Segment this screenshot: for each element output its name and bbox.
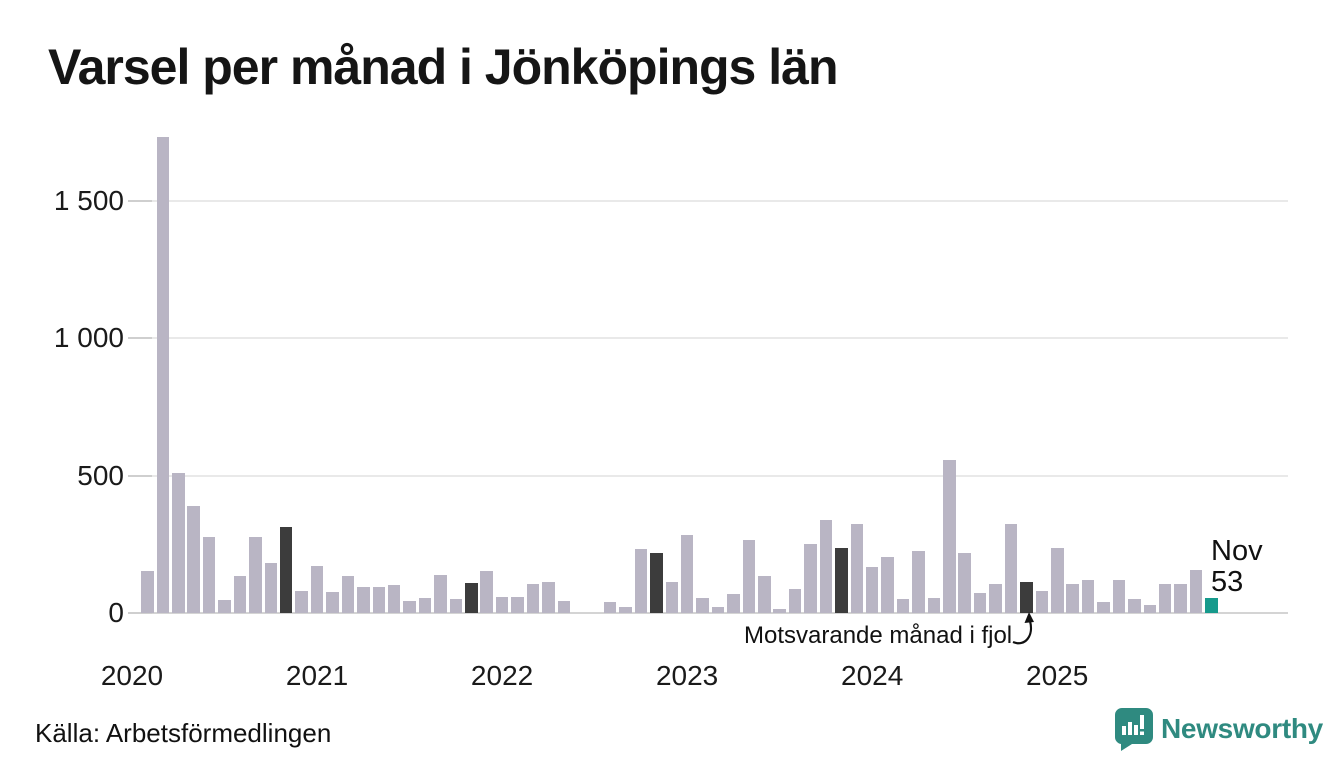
bar-2021-01 xyxy=(310,566,324,613)
brand-logo[interactable]: Newsworthy xyxy=(1113,706,1323,752)
bar-2025-06 xyxy=(1128,599,1141,613)
gridline-500 xyxy=(133,474,1288,477)
x-axis-label-2022: 2022 xyxy=(470,660,534,691)
bar-2022-03 xyxy=(526,584,540,613)
bar-2022-12 xyxy=(665,582,678,613)
bar-2023-01 xyxy=(680,535,694,613)
bar-2021-06 xyxy=(387,585,401,613)
bar-2023-07 xyxy=(773,609,786,613)
bar-2023-05 xyxy=(742,540,755,613)
current-point-label: Nov 53 xyxy=(1211,536,1263,598)
bar-2020-05 xyxy=(187,506,200,613)
y-axis-label: 1 500 xyxy=(53,184,124,216)
bar-2025-01 xyxy=(1051,548,1064,613)
bar-2025-05 xyxy=(1112,580,1126,613)
bar-2020-06 xyxy=(202,537,216,613)
x-axis-label-2024: 2024 xyxy=(841,660,904,691)
bar-2021-11 xyxy=(465,583,478,613)
gridline-1000 xyxy=(133,337,1288,339)
bar-2020-04 xyxy=(172,473,185,613)
bar-2023-04 xyxy=(727,594,740,613)
y-axis-label: 0 xyxy=(108,597,124,628)
bar-2022-11 xyxy=(650,553,663,613)
bar-2020-03 xyxy=(156,137,170,613)
current-point-value: 53 xyxy=(1211,566,1244,598)
bar-2022-02 xyxy=(511,597,524,613)
bar-2020-12 xyxy=(295,591,308,613)
gridline-1500 xyxy=(133,199,1288,202)
bar-2022-08 xyxy=(603,602,617,613)
bar-2025-02 xyxy=(1066,584,1079,613)
x-axis-label-2020: 2020 xyxy=(100,660,164,691)
bar-2025-04 xyxy=(1097,602,1110,613)
gridline-0 xyxy=(133,612,1288,614)
bar-2021-03 xyxy=(341,576,355,613)
bar-2022-10 xyxy=(634,549,648,613)
bar-2021-04 xyxy=(357,587,370,613)
bar-2025-03 xyxy=(1081,580,1095,613)
bar-2022-09 xyxy=(619,607,632,613)
y-axis-tick xyxy=(128,474,152,477)
bar-2024-03 xyxy=(896,599,910,613)
bar-2023-06 xyxy=(758,576,771,613)
brand-name: Newsworthy xyxy=(1161,713,1323,744)
bar-2022-04 xyxy=(542,582,555,613)
bar-2024-10 xyxy=(1004,524,1018,613)
bar-2023-10 xyxy=(819,520,833,613)
bar-2025-10 xyxy=(1189,570,1203,613)
speech-bubble-bar-chart-icon xyxy=(1114,708,1153,751)
y-axis-tick xyxy=(128,337,152,339)
bar-2022-05 xyxy=(557,601,570,613)
y-axis-tick xyxy=(128,199,152,202)
bar-2025-09 xyxy=(1174,584,1187,613)
bar-2020-09 xyxy=(249,537,262,613)
bar-2021-12 xyxy=(480,571,493,613)
bar-2021-07 xyxy=(403,601,416,613)
annotation-same-month-last-year: Motsvarande månad i fjol xyxy=(744,622,1013,649)
bar-2024-08 xyxy=(973,593,987,613)
bar-2020-07 xyxy=(218,600,231,613)
bar-2021-02 xyxy=(326,592,339,613)
y-axis-tick xyxy=(128,612,152,614)
bar-2024-04 xyxy=(912,551,925,613)
bar-2023-03 xyxy=(711,607,725,613)
source-note: Källa: Arbetsförmedlingen xyxy=(35,718,332,748)
bar-2021-05 xyxy=(372,587,385,613)
bar-2024-05 xyxy=(927,598,941,613)
bar-2024-06 xyxy=(943,460,956,613)
bar-2024-11 xyxy=(1020,582,1033,613)
x-axis-label-2025: 2025 xyxy=(1026,660,1089,691)
bar-2025-07 xyxy=(1143,605,1156,613)
bar-2023-11 xyxy=(835,548,848,613)
bar-2024-12 xyxy=(1035,591,1048,613)
x-axis-label-2021: 2021 xyxy=(285,660,349,691)
bar-2025-11 xyxy=(1205,598,1218,613)
bar-2020-08 xyxy=(233,576,247,613)
y-axis-label: 500 xyxy=(77,459,124,491)
bar-2024-07 xyxy=(958,553,971,613)
bar-2024-01 xyxy=(865,567,879,613)
bar-2024-02 xyxy=(881,557,894,613)
bar-2020-10 xyxy=(264,563,277,613)
bar-2020-02 xyxy=(141,571,154,613)
bar-2023-08 xyxy=(788,589,802,613)
bar-2023-09 xyxy=(804,544,817,613)
bar-2020-11 xyxy=(279,527,293,613)
bar-2022-01 xyxy=(495,597,509,613)
chart-title: Varsel per månad i Jönköpings län xyxy=(48,39,839,95)
current-point-month: Nov xyxy=(1211,535,1263,567)
bar-2024-09 xyxy=(989,584,1002,613)
bar-2021-10 xyxy=(449,599,463,613)
y-axis-label: 1 000 xyxy=(53,322,124,353)
bar-2023-02 xyxy=(696,598,709,613)
x-axis-label-2023: 2023 xyxy=(655,660,719,691)
bar-2021-08 xyxy=(418,598,432,613)
bar-2023-12 xyxy=(850,524,863,613)
bar-2025-08 xyxy=(1158,584,1172,613)
bar-2021-09 xyxy=(434,575,447,613)
